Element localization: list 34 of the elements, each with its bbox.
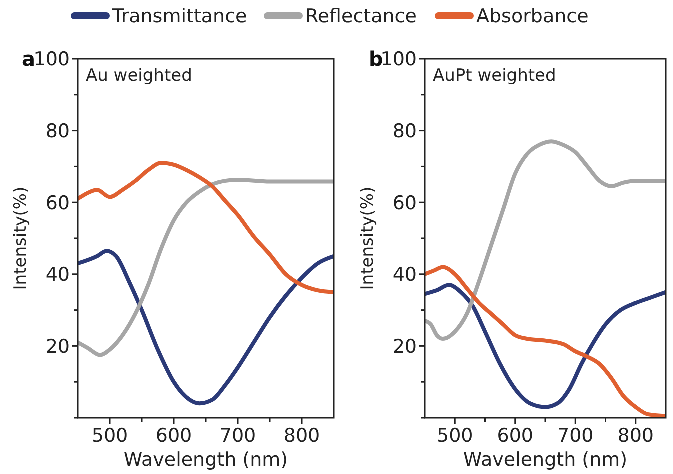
legend-label: Absorbance xyxy=(476,6,589,28)
y-tick-label: 40 xyxy=(392,264,417,286)
chart-title: b xyxy=(369,47,384,71)
y-tick-label: 20 xyxy=(46,336,70,358)
line-series xyxy=(78,161,334,294)
x-tick-label: 800 xyxy=(284,425,320,447)
line-series xyxy=(78,178,334,358)
y-tick-label: 100 xyxy=(34,48,70,71)
annotation: AuPt weighted xyxy=(433,66,556,86)
annotation: Au weighted xyxy=(86,66,192,86)
x-tick-label: 500 xyxy=(436,425,474,447)
x-tick-label: 700 xyxy=(220,425,256,447)
x-tick-label: 500 xyxy=(92,425,128,447)
y-tick-label: 60 xyxy=(392,192,417,214)
x-tick-label: 600 xyxy=(156,425,192,447)
x-axis-title: Wavelength (nm) xyxy=(463,449,628,471)
y-tick-label: 40 xyxy=(46,264,70,286)
legend-label: Transmittance xyxy=(112,6,248,28)
x-tick-label: 700 xyxy=(557,425,594,447)
y-tick-label: 20 xyxy=(392,336,417,358)
y-tick-label: 80 xyxy=(46,120,70,142)
y-axis-title: Intensity(%) xyxy=(11,186,31,290)
y-axis-title: Intensity(%) xyxy=(358,186,378,290)
x-axis-title: Wavelength (nm) xyxy=(124,449,288,471)
line-series xyxy=(78,249,334,406)
chart-title: a xyxy=(22,47,36,71)
legend-label: Reflectance xyxy=(306,6,417,28)
y-tick-label: 60 xyxy=(46,192,70,214)
line-series xyxy=(425,283,666,410)
y-tick-label: 80 xyxy=(392,120,417,142)
line-series xyxy=(425,265,666,418)
x-tick-label: 600 xyxy=(497,425,534,447)
line-series xyxy=(425,140,666,342)
x-tick-label: 800 xyxy=(618,425,654,447)
